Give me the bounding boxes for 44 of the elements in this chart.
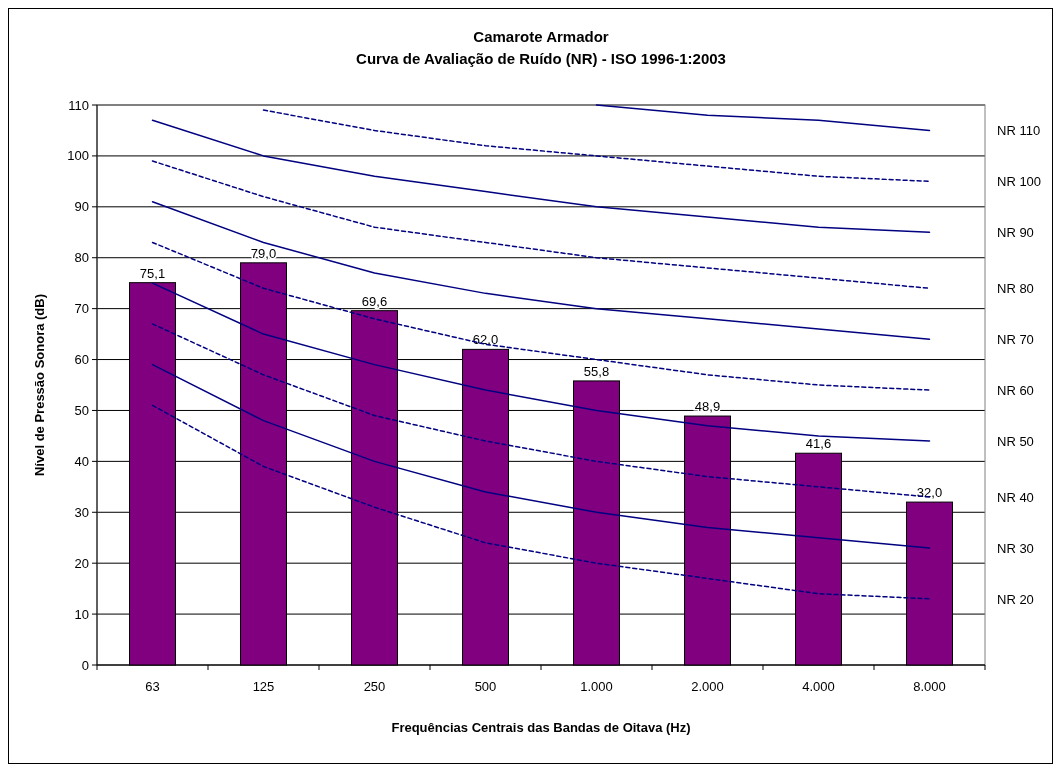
x-tick-label: 500 bbox=[474, 679, 497, 694]
y-tick-label: 10 bbox=[74, 606, 89, 622]
y-tick-label: 110 bbox=[68, 97, 89, 113]
line-series bbox=[151, 119, 931, 234]
x-tick-label: 63 bbox=[145, 679, 160, 694]
text: NR 80 bbox=[997, 281, 1034, 297]
chart-subtitle: Curva de Avaliação de Ruído (NR) - ISO 1996-1:2003 bbox=[356, 50, 726, 67]
text: NR 100 bbox=[997, 174, 1042, 190]
text: NR 90 bbox=[997, 225, 1034, 241]
data-label: 79,0 bbox=[250, 245, 277, 261]
data-label: 69,6 bbox=[361, 293, 388, 309]
data-label: 75,1 bbox=[139, 265, 166, 281]
data-label: 55,8 bbox=[583, 363, 610, 379]
x-tick-label: 125 bbox=[252, 679, 275, 694]
y-tick-label: 100 bbox=[67, 148, 89, 164]
y-axis-title: Nível de Pressão Sonora (dB) bbox=[32, 293, 47, 477]
y-tick-label: 90 bbox=[74, 199, 89, 215]
text: NR 110 bbox=[997, 123, 1041, 139]
y-tick-label: 0 bbox=[81, 657, 89, 673]
text: NR 20 bbox=[997, 591, 1034, 607]
line-series bbox=[262, 109, 931, 183]
text: NR 40 bbox=[997, 490, 1034, 505]
data-label: 32,0 bbox=[916, 485, 943, 501]
text: NR 30 bbox=[997, 540, 1034, 556]
y-tick-label: 60 bbox=[74, 352, 89, 368]
x-axis-title: Frequências Centrais das Bandas de Oitava (Hz) bbox=[391, 720, 691, 735]
data-label: 41,6 bbox=[805, 436, 832, 452]
y-tick-label: 40 bbox=[74, 453, 89, 469]
x-tick-label: 4.000 bbox=[802, 679, 835, 694]
y-tick-label: 50 bbox=[74, 402, 89, 418]
y-tick-label: 80 bbox=[74, 250, 89, 266]
y-tick-label: 30 bbox=[74, 504, 89, 520]
x-tick-label: 2.000 bbox=[691, 679, 724, 694]
x-tick-label: 1.000 bbox=[580, 679, 613, 694]
text: NR 70 bbox=[997, 332, 1034, 348]
y-tick-label: 20 bbox=[74, 555, 89, 571]
y-tick-label: 70 bbox=[74, 301, 89, 317]
text: NR 60 bbox=[997, 383, 1034, 399]
data-label: 62,0 bbox=[472, 332, 499, 348]
text: NR 50 bbox=[997, 434, 1034, 449]
x-tick-label: 250 bbox=[363, 679, 386, 694]
x-tick-label: 8.000 bbox=[913, 679, 946, 694]
chart-title: Camarote Armador bbox=[473, 28, 609, 45]
line-series bbox=[595, 104, 931, 132]
